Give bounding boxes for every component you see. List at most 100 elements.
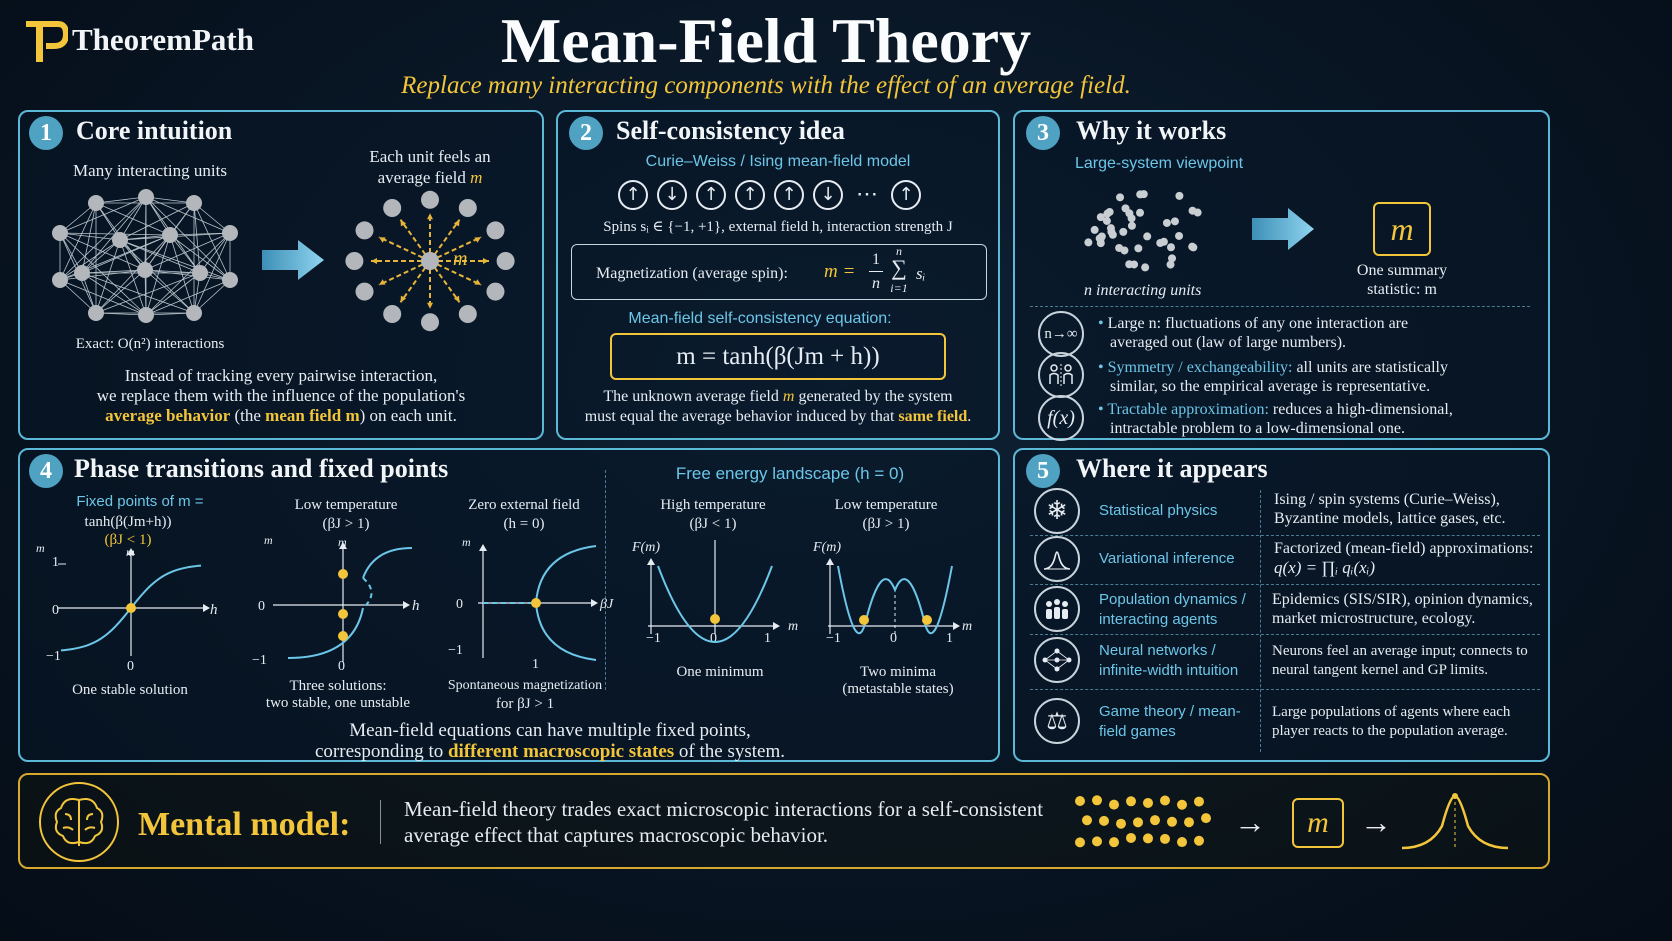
right-arrow-icon bbox=[1252, 208, 1314, 250]
gold-dot bbox=[1184, 817, 1194, 828]
row-divider bbox=[1030, 689, 1540, 690]
interaction-edge bbox=[119, 202, 195, 241]
unit-dot bbox=[1097, 232, 1106, 241]
interaction-edge bbox=[59, 232, 147, 316]
unit-node bbox=[421, 313, 439, 332]
use-population-dynamics: Population dynamics / interacting agents bbox=[1099, 591, 1246, 628]
svg-text:−1: −1 bbox=[646, 631, 661, 646]
caption-two-minima-2: (metastable states) bbox=[842, 681, 954, 697]
unit-dot bbox=[1120, 246, 1129, 255]
point-text: all units are statistically bbox=[1292, 359, 1448, 376]
unit-node bbox=[345, 252, 364, 270]
fixed-title-2: tanh(β(Jm+h)) bbox=[84, 514, 172, 530]
panel-where-it-appears bbox=[1013, 448, 1550, 762]
upper-branch bbox=[535, 545, 597, 604]
gold-dot bbox=[1092, 795, 1102, 806]
point-large-n-2: averaged out (law of large numbers). bbox=[1110, 334, 1347, 351]
unit-dot bbox=[1175, 231, 1184, 240]
caption-spontaneous-1: Spontaneous magnetization bbox=[447, 678, 603, 693]
interaction-edge bbox=[145, 312, 195, 316]
point-large-n: • Large n: fluctuations of any one inter… bbox=[1098, 314, 1408, 334]
svg-text:0: 0 bbox=[890, 631, 897, 646]
double-well-curve bbox=[837, 565, 953, 635]
unit-node bbox=[112, 232, 128, 248]
svg-text:0: 0 bbox=[456, 597, 463, 612]
axis-arrowhead bbox=[953, 622, 960, 630]
bullet: • bbox=[1098, 401, 1108, 418]
unit-node bbox=[88, 195, 104, 211]
highlight-same-field: same field bbox=[898, 408, 968, 425]
caption-three-solutions-2: two stable, one unstable bbox=[265, 695, 411, 711]
viewpoint-label: Large-system viewpoint bbox=[1075, 155, 1244, 172]
ellipsis: ⋯ bbox=[856, 181, 878, 206]
function-icon: f(x) bbox=[1038, 395, 1084, 441]
gold-dots-cluster bbox=[1075, 795, 1211, 848]
sum-top: n bbox=[896, 244, 902, 258]
arrow-head bbox=[427, 302, 433, 309]
frac-den: n bbox=[872, 275, 880, 292]
unit-node bbox=[355, 282, 374, 301]
interaction-edge bbox=[145, 196, 231, 234]
interaction-edge bbox=[119, 196, 147, 241]
magnetization-lhs: m = bbox=[824, 261, 856, 282]
high-temp-title-1: High temperature bbox=[660, 497, 766, 513]
magnetization-box bbox=[571, 244, 987, 300]
unit-node bbox=[162, 227, 178, 243]
note-part: must equal the average behavior induced … bbox=[584, 408, 899, 425]
desc-part: ) on each unit. bbox=[359, 406, 457, 425]
point-symmetry: • Symmetry / exchangeability: all units … bbox=[1098, 358, 1448, 378]
scales-icon: ⚖ bbox=[1034, 698, 1080, 744]
mental-model-bar bbox=[18, 773, 1550, 869]
low-temp-title-1: Low temperature bbox=[294, 497, 398, 513]
spin-up-icon: ↑ bbox=[696, 180, 726, 210]
row-divider bbox=[1030, 535, 1540, 536]
tp-logo-icon bbox=[26, 21, 70, 62]
arrow-head bbox=[453, 295, 460, 303]
unit-dot bbox=[1162, 218, 1171, 227]
panel-title: Core intuition bbox=[76, 116, 233, 145]
interaction-edge bbox=[144, 232, 231, 271]
unit-dot bbox=[1105, 207, 1114, 216]
unit-dot bbox=[1175, 191, 1184, 200]
exact-interactions-label: Exact: O(n²) interactions bbox=[75, 336, 225, 352]
interaction-edge bbox=[81, 272, 195, 314]
svg-text:F(m): F(m) bbox=[631, 540, 660, 555]
gold-dot bbox=[1201, 813, 1211, 824]
sum-term: sᵢ bbox=[916, 264, 926, 283]
unit-node bbox=[186, 195, 202, 211]
interaction-edge bbox=[59, 202, 97, 281]
fixed-point bbox=[338, 609, 348, 619]
center-unit bbox=[421, 252, 439, 270]
panel-title: Where it appears bbox=[1076, 454, 1268, 483]
model-label: Curie–Weiss / Ising mean-field model bbox=[645, 153, 911, 170]
summary-statistic-box: m bbox=[1373, 202, 1431, 256]
use-variational-inference: Variational inference bbox=[1099, 550, 1235, 567]
fixed-title-3: (βJ < 1) bbox=[104, 532, 152, 548]
row-divider bbox=[1030, 584, 1540, 585]
interaction-edge bbox=[59, 239, 121, 281]
use-desc: Byzantine models, lattice gases, etc. bbox=[1274, 510, 1506, 527]
average-field-label: average field m bbox=[330, 168, 530, 188]
svg-text:0: 0 bbox=[52, 603, 59, 618]
unit-dot bbox=[1107, 227, 1116, 236]
use-desc: player reacts to the population average. bbox=[1272, 723, 1508, 739]
axis-arrowhead bbox=[203, 604, 210, 612]
gold-dot bbox=[1194, 796, 1204, 807]
sum-symbol: ∑ bbox=[891, 255, 907, 280]
svg-text:m: m bbox=[126, 545, 135, 559]
fixed-title-1: Fixed points of m = bbox=[76, 493, 204, 510]
mental-text-2: average effect that captures macroscopic… bbox=[404, 823, 829, 847]
note-part: . bbox=[967, 408, 972, 425]
gold-dot bbox=[1160, 795, 1170, 806]
panel-self-consistency bbox=[556, 110, 1000, 440]
fixed-point bbox=[338, 569, 348, 579]
use-statistical-physics: Statistical physics bbox=[1099, 502, 1218, 519]
low-temp-b-title-2: (βJ > 1) bbox=[862, 516, 910, 532]
panel-phase-transitions bbox=[18, 448, 1000, 762]
equation-note-2: must equal the average behavior induced … bbox=[560, 407, 996, 427]
unit-node bbox=[421, 190, 439, 209]
unit-node bbox=[486, 221, 505, 240]
caption-one-stable: One stable solution bbox=[72, 682, 188, 698]
svg-text:m: m bbox=[788, 619, 798, 634]
axis-arrowhead bbox=[339, 542, 347, 549]
